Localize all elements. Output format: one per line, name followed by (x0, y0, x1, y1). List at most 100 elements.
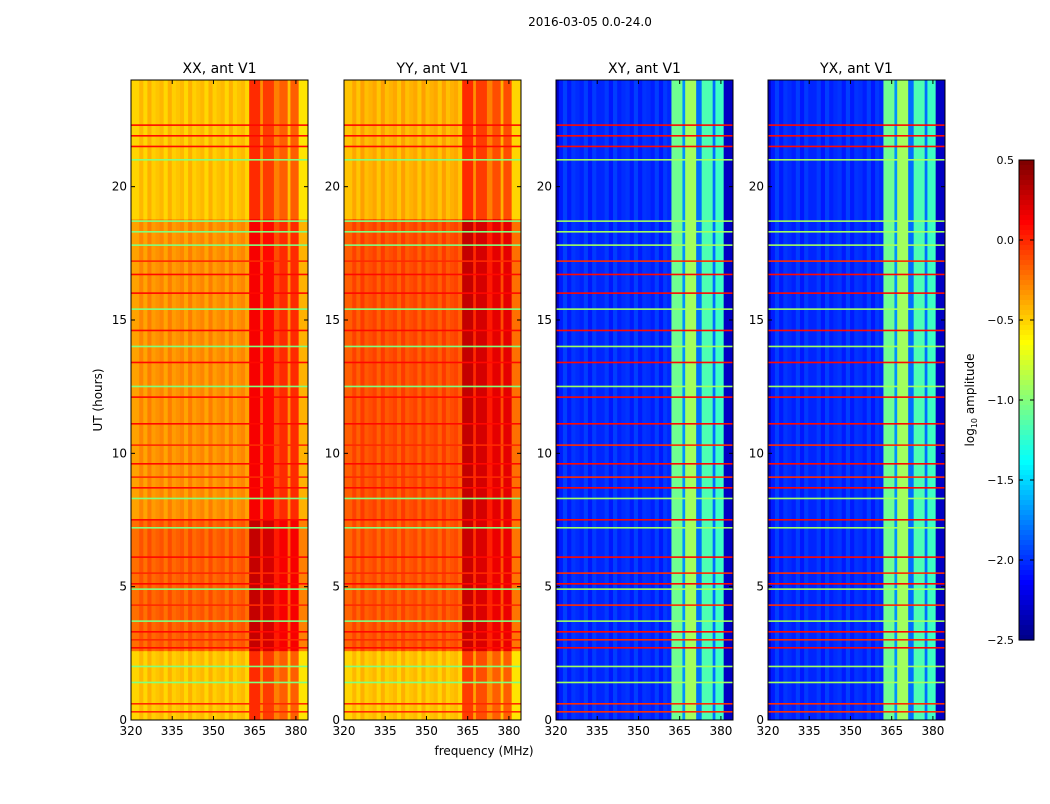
heatmap-cell (462, 520, 467, 652)
y-tick-label: 5 (544, 580, 552, 594)
heatmap-cell (719, 80, 725, 721)
heatmap-cell (212, 80, 218, 220)
heatmap-cell (167, 650, 173, 721)
x-tick-label: 380 (921, 724, 944, 738)
heatmap-cell (155, 80, 161, 220)
heatmap-cell (579, 80, 585, 721)
heatmap-cell (135, 218, 140, 521)
heatmap-cell (397, 80, 402, 220)
rfi-line (768, 620, 945, 622)
heatmap-cell (458, 80, 463, 220)
heatmap-cell (511, 520, 517, 652)
colorbar-segment (1019, 425, 1034, 431)
heatmap-cell (287, 80, 291, 220)
heatmap-cell (232, 80, 238, 220)
heatmap-cell (613, 80, 618, 721)
heatmap-cell (417, 218, 422, 521)
x-tick-label: 365 (456, 724, 479, 738)
rfi-line (131, 665, 308, 668)
heatmap-cell (356, 80, 361, 220)
rfi-line (556, 527, 733, 529)
heatmap-cell (249, 520, 254, 652)
rfi-line (556, 604, 733, 606)
rfi-line (768, 572, 945, 574)
rfi-line (556, 631, 733, 633)
rfi-line (131, 487, 308, 489)
colorbar-segment (1019, 395, 1034, 401)
heatmap-cell (897, 80, 902, 721)
heatmap-cell (135, 650, 140, 721)
heatmap-cell (500, 650, 504, 721)
y-axis-label: UT (hours) (91, 368, 105, 431)
heatmap-cell (200, 218, 205, 521)
heatmap-cell (245, 218, 250, 521)
rfi-line (556, 423, 733, 425)
colorbar-segment (1019, 205, 1034, 211)
heatmap-cell (270, 80, 275, 220)
colorbar-segment (1019, 500, 1034, 506)
heatmap-cell (421, 650, 427, 721)
y-tick-label: 20 (749, 180, 764, 194)
heatmap-cell (429, 218, 435, 521)
rfi-line (768, 647, 945, 649)
heatmap-cell (469, 218, 474, 521)
heatmap-cell (462, 80, 467, 220)
rfi-line (768, 124, 945, 126)
heatmap-cell (368, 218, 374, 521)
rfi-line (556, 260, 733, 262)
heatmap-cell (770, 80, 776, 721)
rfi-line (344, 308, 521, 310)
heatmap-cell (449, 650, 455, 721)
heatmap-cell (356, 218, 361, 521)
heatmap-cell (232, 520, 238, 652)
heatmap-cell (441, 218, 447, 521)
colorbar-segment (1019, 515, 1034, 521)
heatmap-cell (413, 218, 418, 521)
colorbar-segment (1019, 475, 1034, 481)
rfi-line (344, 476, 521, 478)
rfi-line (556, 345, 733, 348)
heatmap-cell (179, 80, 185, 220)
heatmap-cell (200, 80, 205, 220)
heatmap-cell (685, 80, 690, 721)
rfi-line (768, 631, 945, 633)
heatmap-cell (405, 218, 410, 521)
heatmap-cell (344, 218, 349, 521)
panel-frame (555, 79, 734, 721)
rfi-line (556, 444, 733, 446)
heatmap-cell (654, 80, 660, 721)
rfi-line (344, 244, 521, 246)
heatmap-cell (179, 218, 185, 521)
heatmap-cell (413, 520, 418, 652)
x-tick-label: 350 (839, 724, 862, 738)
rfi-line (131, 444, 308, 446)
heatmap-cell (870, 80, 876, 721)
rfi-line (344, 497, 521, 500)
heatmap-cell (192, 80, 197, 220)
heatmap-cell (808, 80, 813, 721)
rfi-line (131, 463, 308, 465)
y-tick-label: 0 (544, 713, 552, 727)
heatmap-cell (900, 80, 906, 721)
heatmap-cell (147, 80, 152, 220)
heatmap-cell (184, 520, 189, 652)
colorbar-segment (1019, 405, 1034, 411)
heatmap-cell (650, 80, 656, 721)
heatmap-cell (507, 520, 513, 652)
colorbar-segment (1019, 345, 1034, 351)
heatmap-cell (376, 218, 382, 521)
rfi-line (344, 345, 521, 348)
colorbar-segment (1019, 230, 1034, 236)
heatmap-cell (425, 80, 431, 220)
rfi-line (131, 639, 308, 641)
heatmap-cell (429, 520, 435, 652)
heatmap-cell (617, 80, 622, 721)
x-tick-label: 335 (586, 724, 609, 738)
heatmap-cell (562, 80, 568, 721)
heatmap-cell (879, 80, 884, 721)
heatmap-cell (216, 218, 222, 521)
colorbar-tick-label: −2.0 (987, 554, 1014, 567)
heatmap-cell (866, 80, 872, 721)
heatmap-cell (151, 520, 157, 652)
heatmap-cell (241, 218, 246, 521)
